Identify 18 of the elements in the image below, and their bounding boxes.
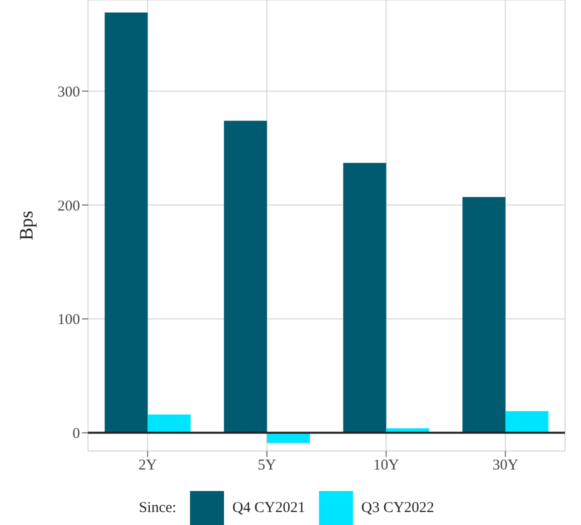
bar xyxy=(462,197,506,433)
y-tick-label: 100 xyxy=(58,312,80,328)
bar xyxy=(343,162,386,433)
y-axis-title: Bps xyxy=(16,210,38,240)
y-tick-label: 200 xyxy=(58,198,80,214)
x-tick-label: 10Y xyxy=(373,458,400,474)
y-tick-label: 300 xyxy=(58,84,80,100)
x-tick-label: 5Y xyxy=(258,458,276,474)
y-tick-label: 0 xyxy=(72,426,80,442)
bar xyxy=(505,411,548,433)
bar xyxy=(148,414,191,433)
bar xyxy=(104,12,148,433)
legend-label: Q4 CY2021 xyxy=(232,500,306,516)
x-tick-label: 2Y xyxy=(138,458,157,474)
x-tick-label: 30Y xyxy=(492,458,518,474)
legend-label: Q3 CY2022 xyxy=(361,500,434,516)
legend-title: Since: xyxy=(138,500,176,516)
bar xyxy=(224,120,267,433)
